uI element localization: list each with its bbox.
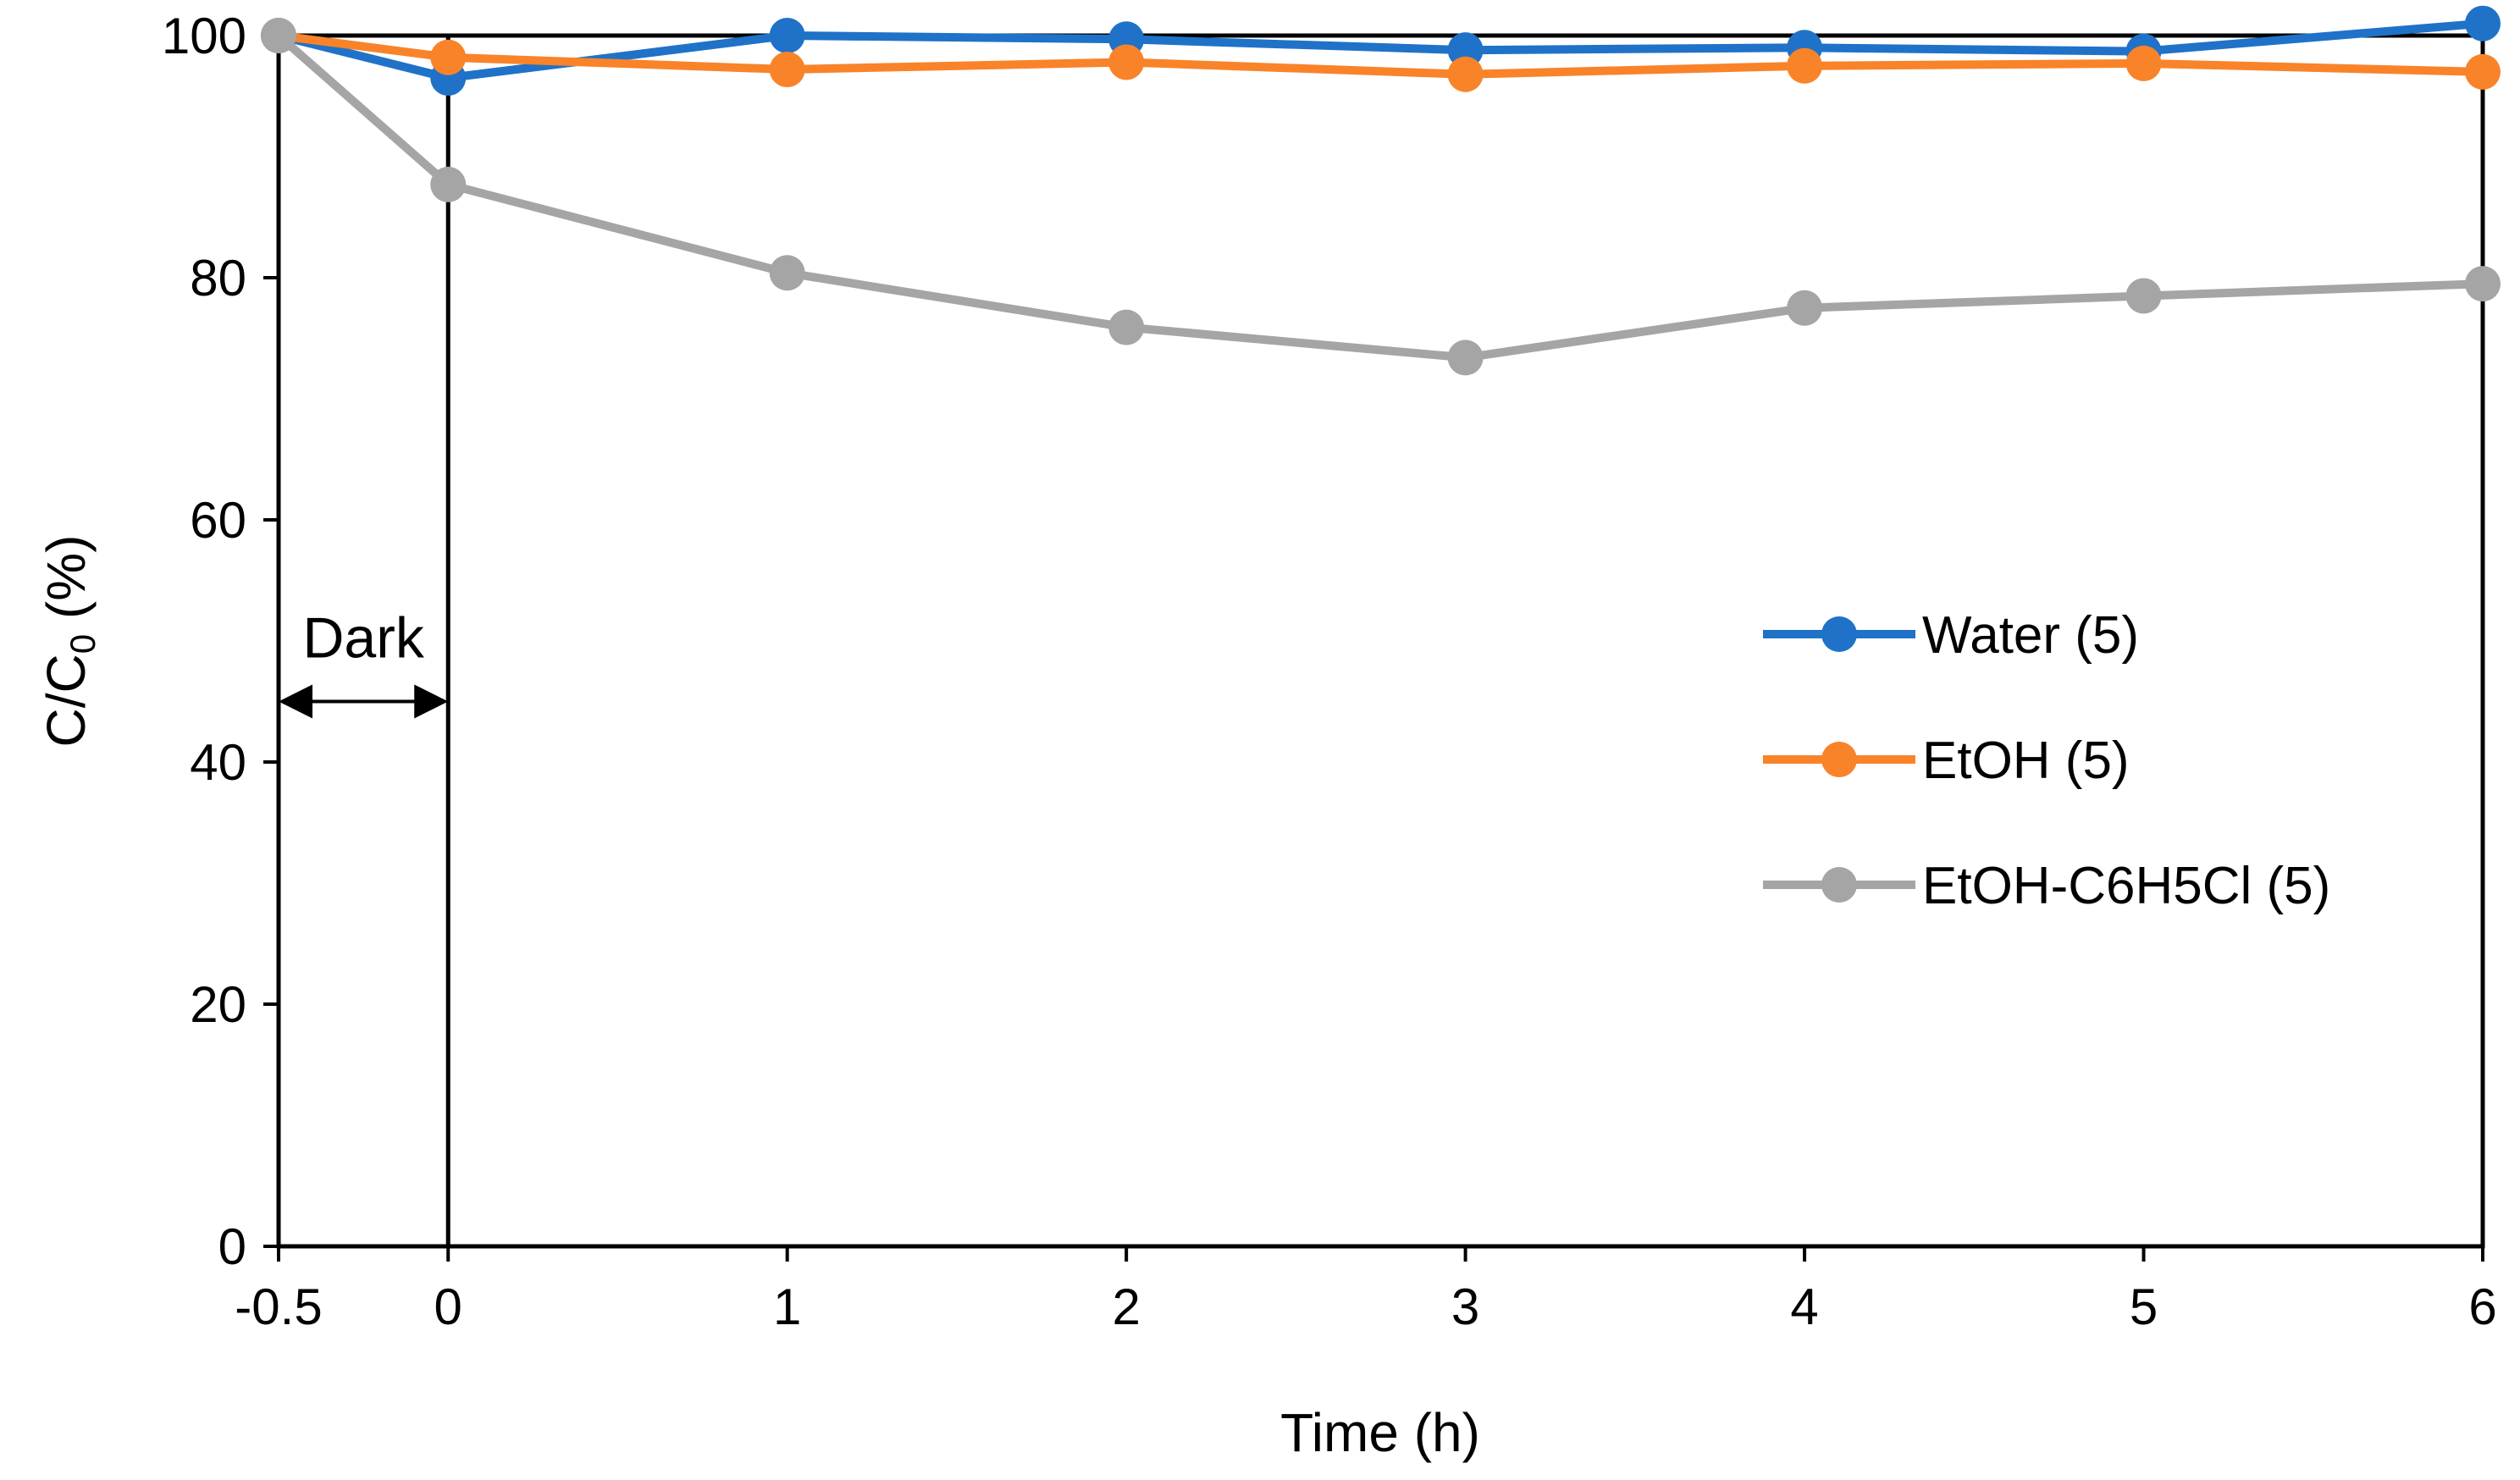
x-axis-title: Time (h)	[1280, 1402, 1480, 1463]
y-axis-title-main: C/C	[36, 654, 97, 747]
x-tick-label: 3	[1451, 1278, 1479, 1335]
y-axis-title-suffix: (%)	[36, 535, 97, 634]
y-tick-label: 60	[190, 492, 246, 549]
x-tick-label: 0	[434, 1278, 462, 1335]
y-axis-title-subscript: 0	[63, 634, 102, 654]
series-2	[261, 18, 2501, 92]
y-tick-label: 100	[162, 8, 246, 64]
series-line	[277, 19, 2484, 82]
dark-label: Dark	[302, 606, 425, 671]
y-tick-label: 40	[190, 734, 246, 791]
data-point	[430, 166, 467, 202]
x-tick-label: 1	[773, 1278, 801, 1335]
data-point	[769, 255, 805, 291]
data-point	[1108, 309, 1145, 345]
data-point	[1787, 290, 1823, 326]
legend-swatch-marker	[1821, 616, 1857, 652]
data-point	[769, 52, 805, 88]
y-axis-title: C/C0 (%)	[36, 535, 102, 748]
legend-label: Water (5)	[1922, 606, 2139, 665]
series-line	[275, 32, 2484, 362]
legend-item: EtOH-C6H5Cl (5)	[1763, 857, 2330, 915]
data-point	[1108, 44, 1145, 80]
legend-swatch-marker	[1821, 867, 1857, 903]
y-tick-label: 80	[190, 250, 246, 306]
data-point	[2465, 53, 2501, 90]
legend-label: EtOH (5)	[1922, 732, 2130, 790]
data-point	[2125, 278, 2162, 314]
x-tick-label: 5	[2130, 1278, 2158, 1335]
series-3	[261, 18, 2501, 376]
legend-label: EtOH-C6H5Cl (5)	[1922, 857, 2330, 915]
plot-area	[276, 33, 2485, 1249]
x-tick-label: -0.5	[235, 1278, 322, 1335]
x-tick-label: 4	[1790, 1278, 1818, 1335]
legend-item: Water (5)	[1763, 606, 2139, 665]
data-point	[2465, 266, 2501, 302]
data-point	[2125, 45, 2162, 81]
data-point	[2465, 5, 2501, 41]
data-point	[1787, 47, 1823, 84]
data-point	[1447, 340, 1484, 376]
y-axis-ticks: 0 20 40 60 80 100	[162, 8, 279, 1275]
series-line	[278, 31, 2484, 79]
legend-swatch-marker	[1821, 742, 1857, 777]
dark-annotation: Dark	[279, 606, 449, 719]
data-point	[430, 39, 467, 75]
y-tick-label: 0	[218, 1218, 246, 1275]
data-point	[769, 18, 805, 53]
data-point	[261, 18, 296, 53]
y-tick-label: 20	[190, 976, 246, 1033]
series-1	[261, 5, 2501, 97]
x-tick-label: 2	[1112, 1278, 1140, 1335]
legend-item: EtOH (5)	[1763, 732, 2130, 790]
x-tick-label: 6	[2468, 1278, 2496, 1335]
data-point	[1447, 56, 1484, 92]
x-axis-ticks: -0.5 0 1 2 3 4 5 6	[235, 1246, 2497, 1335]
legend: Water (5) EtOH (5) EtOH-C6H5Cl (5)	[1763, 606, 2330, 915]
series-layer	[261, 5, 2501, 376]
